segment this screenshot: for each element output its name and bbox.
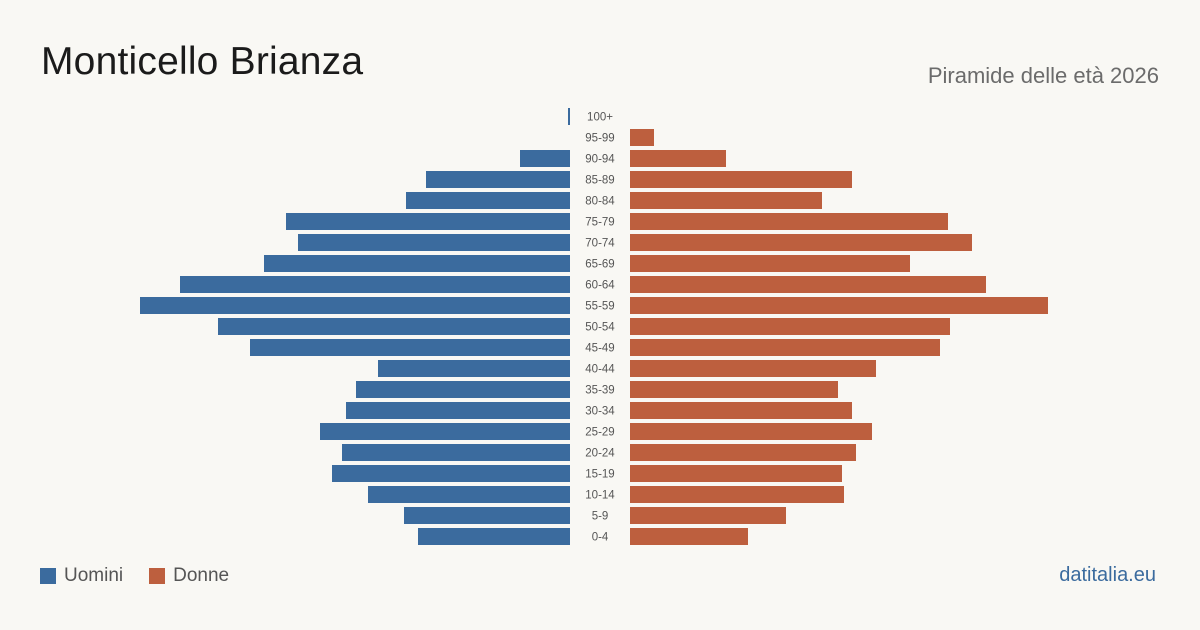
- age-label-85-89: 85-89: [585, 175, 614, 187]
- bar-men-15-19: [332, 465, 570, 482]
- bar-men-5-9: [404, 507, 570, 524]
- bar-men-20-24: [342, 444, 570, 461]
- bar-women-15-19: [630, 465, 842, 482]
- age-label-35-39: 35-39: [585, 385, 614, 397]
- age-row-65-69: 65-69: [264, 255, 910, 272]
- bar-women-20-24: [630, 444, 856, 461]
- age-label-60-64: 60-64: [585, 280, 615, 292]
- bar-women-45-49: [630, 339, 940, 356]
- bar-women-40-44: [630, 360, 876, 377]
- age-row-5-9: 5-9: [404, 507, 786, 524]
- bar-women-55-59: [630, 297, 1048, 314]
- bar-women-65-69: [630, 255, 910, 272]
- legend-label-women: Donne: [173, 565, 230, 586]
- bar-men-80-84: [406, 192, 570, 209]
- age-label-50-54: 50-54: [585, 322, 615, 334]
- age-label-5-9: 5-9: [592, 511, 609, 523]
- age-label-70-74: 70-74: [585, 238, 615, 250]
- bar-men-50-54: [218, 318, 570, 335]
- age-label-0-4: 0-4: [592, 532, 609, 544]
- bar-women-85-89: [630, 171, 852, 188]
- bar-men-45-49: [250, 339, 570, 356]
- legend-label-men: Uomini: [64, 565, 124, 586]
- age-label-95-99: 95-99: [585, 133, 614, 145]
- bar-women-35-39: [630, 381, 838, 398]
- bar-women-80-84: [630, 192, 822, 209]
- bar-women-75-79: [630, 213, 948, 230]
- age-label-80-84: 80-84: [585, 196, 615, 208]
- legend-swatch-women: [149, 568, 166, 584]
- bar-men-25-29: [320, 423, 570, 440]
- age-label-15-19: 15-19: [585, 469, 614, 481]
- age-row-45-49: 45-49: [250, 339, 940, 356]
- bar-women-60-64: [630, 276, 986, 293]
- age-row-40-44: 40-44: [378, 360, 876, 377]
- bar-men-10-14: [368, 486, 570, 503]
- bar-women-30-34: [630, 402, 852, 419]
- age-row-35-39: 35-39: [356, 381, 838, 398]
- age-row-100+: 100+: [568, 108, 613, 125]
- legend-item-men: Uomini: [40, 565, 123, 587]
- age-label-30-34: 30-34: [585, 406, 615, 418]
- age-row-55-59: 55-59: [140, 297, 1048, 314]
- bar-men-90-94: [520, 150, 570, 167]
- brand-link[interactable]: datitalia.eu: [1059, 564, 1156, 586]
- legend-swatch-men: [40, 568, 56, 584]
- bar-men-65-69: [264, 255, 570, 272]
- bar-women-10-14: [630, 486, 844, 503]
- age-row-20-24: 20-24: [342, 444, 856, 461]
- bar-men-55-59: [140, 297, 570, 314]
- chart-subtitle: Piramide delle età 2026: [927, 63, 1159, 88]
- age-row-80-84: 80-84: [406, 192, 822, 209]
- age-label-90-94: 90-94: [585, 154, 615, 166]
- bar-women-50-54: [630, 318, 950, 335]
- bar-men-75-79: [286, 213, 570, 230]
- age-row-90-94: 90-94: [520, 150, 726, 167]
- age-row-60-64: 60-64: [180, 276, 986, 293]
- age-label-100+: 100+: [587, 112, 613, 124]
- age-row-15-19: 15-19: [332, 465, 842, 482]
- age-label-55-59: 55-59: [585, 301, 614, 313]
- bar-men-30-34: [346, 402, 570, 419]
- age-row-0-4: 0-4: [418, 528, 748, 545]
- age-row-25-29: 25-29: [320, 423, 872, 440]
- bar-women-95-99: [630, 129, 654, 146]
- bar-women-70-74: [630, 234, 972, 251]
- age-label-40-44: 40-44: [585, 364, 615, 376]
- age-label-10-14: 10-14: [585, 490, 615, 502]
- age-row-30-34: 30-34: [346, 402, 852, 419]
- age-row-75-79: 75-79: [286, 213, 948, 230]
- page-title: Monticello Brianza: [41, 40, 364, 83]
- bar-women-0-4: [630, 528, 748, 545]
- bar-women-90-94: [630, 150, 726, 167]
- bar-men-35-39: [356, 381, 570, 398]
- age-row-85-89: 85-89: [426, 171, 852, 188]
- bar-men-40-44: [378, 360, 570, 377]
- age-label-25-29: 25-29: [585, 427, 614, 439]
- chart-legend: Uomini Donne: [40, 565, 255, 587]
- age-label-75-79: 75-79: [585, 217, 614, 229]
- bar-men-0-4: [418, 528, 570, 545]
- age-label-45-49: 45-49: [585, 343, 614, 355]
- bar-men-100+: [568, 108, 570, 125]
- bar-women-25-29: [630, 423, 872, 440]
- age-label-65-69: 65-69: [585, 259, 614, 271]
- age-row-50-54: 50-54: [218, 318, 950, 335]
- legend-item-women: Donne: [149, 565, 229, 587]
- age-label-20-24: 20-24: [585, 448, 615, 460]
- bar-men-85-89: [426, 171, 570, 188]
- bar-men-70-74: [298, 234, 570, 251]
- age-row-10-14: 10-14: [368, 486, 844, 503]
- age-row-70-74: 70-74: [298, 234, 972, 251]
- bar-men-60-64: [180, 276, 570, 293]
- bar-women-5-9: [630, 507, 786, 524]
- age-row-95-99: 95-99: [585, 129, 654, 146]
